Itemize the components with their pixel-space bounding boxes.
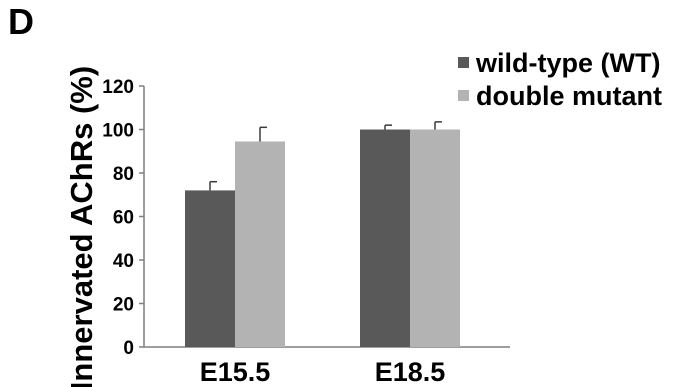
legend-swatch bbox=[458, 90, 469, 101]
bar bbox=[360, 129, 410, 347]
bar bbox=[185, 190, 235, 347]
y-axis-label: Innervated AChRs (%) bbox=[64, 66, 99, 387]
bar bbox=[410, 129, 460, 347]
y-tick-label: 100 bbox=[102, 121, 134, 142]
x-tick-label: E15.5 bbox=[200, 357, 271, 387]
y-tick-label: 60 bbox=[113, 208, 134, 229]
y-tick-label: 120 bbox=[102, 77, 134, 98]
legend-label: double mutant bbox=[476, 81, 662, 111]
y-tick-label: 40 bbox=[113, 251, 134, 272]
y-tick-label: 20 bbox=[113, 295, 134, 316]
x-tick-label: E18.5 bbox=[375, 357, 446, 387]
plot-area: 0 20 40 60 80 100 120 E15.5 E18.5 bbox=[102, 77, 510, 387]
legend-label: wild-type (WT) bbox=[475, 48, 660, 78]
y-tick-label: 80 bbox=[113, 164, 134, 185]
bar bbox=[235, 141, 285, 347]
legend: wild-type (WT)double mutant bbox=[458, 48, 662, 111]
panel-label: D bbox=[8, 1, 34, 42]
legend-swatch bbox=[458, 57, 469, 68]
y-tick-label: 0 bbox=[123, 338, 134, 359]
